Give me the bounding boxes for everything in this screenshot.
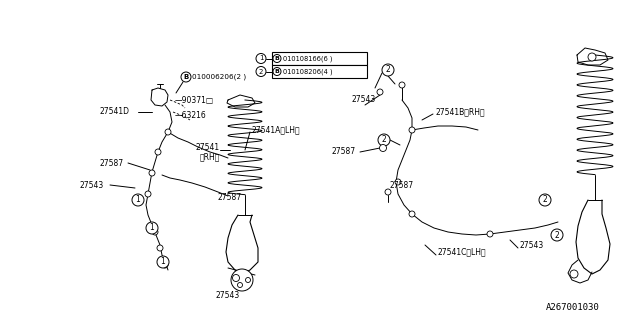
Circle shape [149, 170, 155, 176]
Text: —63216: —63216 [175, 110, 207, 119]
Circle shape [409, 211, 415, 217]
Circle shape [181, 72, 191, 82]
Circle shape [380, 145, 387, 151]
Text: 27541D: 27541D [100, 108, 130, 116]
Circle shape [273, 68, 281, 76]
Text: 27543: 27543 [520, 241, 544, 250]
Text: B: B [275, 69, 280, 74]
Text: 27541B〈RH〉: 27541B〈RH〉 [435, 108, 484, 116]
Text: 27543: 27543 [352, 95, 376, 105]
Text: 010006206(2 ): 010006206(2 ) [192, 74, 246, 80]
Circle shape [146, 222, 158, 234]
Circle shape [162, 262, 168, 268]
Circle shape [231, 269, 253, 291]
Text: 27541C〈LH〉: 27541C〈LH〉 [438, 247, 486, 257]
Circle shape [399, 82, 405, 88]
Text: 1: 1 [136, 196, 140, 204]
Text: B: B [184, 74, 189, 80]
Bar [272, 65, 367, 78]
Circle shape [256, 67, 266, 76]
Circle shape [551, 229, 563, 241]
Text: 27587: 27587 [100, 158, 124, 167]
Text: 〈RH〉: 〈RH〉 [200, 153, 220, 162]
Text: B: B [275, 56, 280, 61]
Text: 2: 2 [555, 230, 559, 239]
Text: 27587: 27587 [332, 148, 356, 156]
Circle shape [570, 270, 578, 278]
Text: 2: 2 [381, 135, 387, 145]
Circle shape [382, 64, 394, 76]
Circle shape [237, 283, 243, 287]
Text: 010108166(6 ): 010108166(6 ) [283, 55, 333, 62]
Circle shape [132, 194, 144, 206]
Text: 1: 1 [161, 258, 165, 267]
Circle shape [377, 89, 383, 95]
Text: A267001030: A267001030 [547, 303, 600, 312]
Circle shape [157, 256, 169, 268]
Circle shape [256, 53, 266, 63]
Circle shape [155, 149, 161, 155]
Circle shape [409, 127, 415, 133]
Text: 27541: 27541 [195, 143, 219, 153]
Circle shape [588, 53, 596, 61]
Circle shape [487, 231, 493, 237]
Text: 27587: 27587 [218, 194, 242, 203]
Circle shape [273, 54, 281, 62]
Circle shape [152, 229, 158, 235]
Text: 1: 1 [259, 55, 263, 61]
Text: 27587: 27587 [390, 180, 414, 189]
Circle shape [246, 277, 250, 283]
Bar [272, 52, 367, 65]
Circle shape [378, 134, 390, 146]
Text: 2: 2 [386, 66, 390, 75]
Text: 27543: 27543 [216, 291, 240, 300]
Text: 27543: 27543 [80, 180, 104, 189]
Text: 27541A〈LH〉: 27541A〈LH〉 [252, 125, 301, 134]
Circle shape [539, 194, 551, 206]
Text: 1: 1 [150, 223, 154, 233]
Circle shape [145, 191, 151, 197]
Circle shape [157, 245, 163, 251]
Text: —90371□: —90371□ [175, 95, 214, 105]
Circle shape [165, 129, 171, 135]
Text: 010108206(4 ): 010108206(4 ) [283, 68, 333, 75]
Text: 2: 2 [259, 68, 263, 75]
Circle shape [232, 275, 239, 282]
Circle shape [385, 189, 391, 195]
Circle shape [395, 179, 401, 185]
Text: 2: 2 [543, 196, 547, 204]
